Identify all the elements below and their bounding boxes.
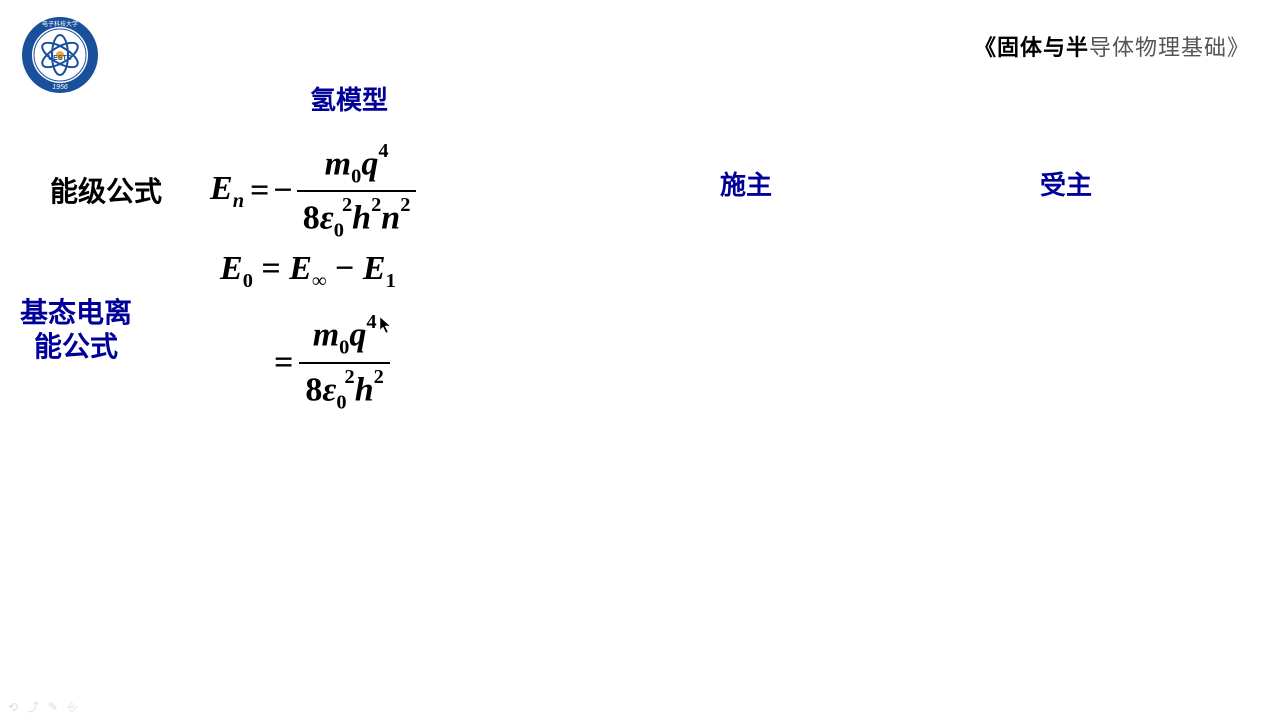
ionization-label-line1: 基态电离 — [20, 298, 132, 329]
column-header-donor: 施主 — [720, 165, 772, 202]
formula-ground-state-ionization: E0 = E∞ − E1 = m0q4 8ε02h2 — [220, 250, 396, 414]
footer-toolbar-icons: ⟲ ⤴ ✎ ⎆ — [8, 698, 80, 715]
row-label-energy-formula: 能级公式 — [50, 170, 162, 210]
svg-text:UESTC: UESTC — [48, 55, 72, 62]
svg-text:1956: 1956 — [52, 84, 68, 91]
mouse-cursor-icon — [379, 316, 393, 339]
formula-energy-level: En = − m0q4 8ε02h2n2 — [210, 140, 416, 243]
ionization-label-line2: 能公式 — [34, 332, 118, 363]
uestc-logo: UESTC 1956 电子科技大学 — [20, 15, 100, 100]
column-header-hydrogen-model: 氢模型 — [310, 80, 388, 117]
course-title-part2: 导体物理基础》 — [1089, 35, 1250, 60]
svg-text:电子科技大学: 电子科技大学 — [42, 20, 78, 28]
course-title: 《固体与半导体物理基础》 — [974, 30, 1250, 62]
course-title-part1: 《固体与半 — [974, 35, 1089, 60]
column-header-acceptor: 受主 — [1040, 165, 1092, 202]
row-label-ionization-formula: 基态电离 能公式 — [20, 297, 132, 365]
